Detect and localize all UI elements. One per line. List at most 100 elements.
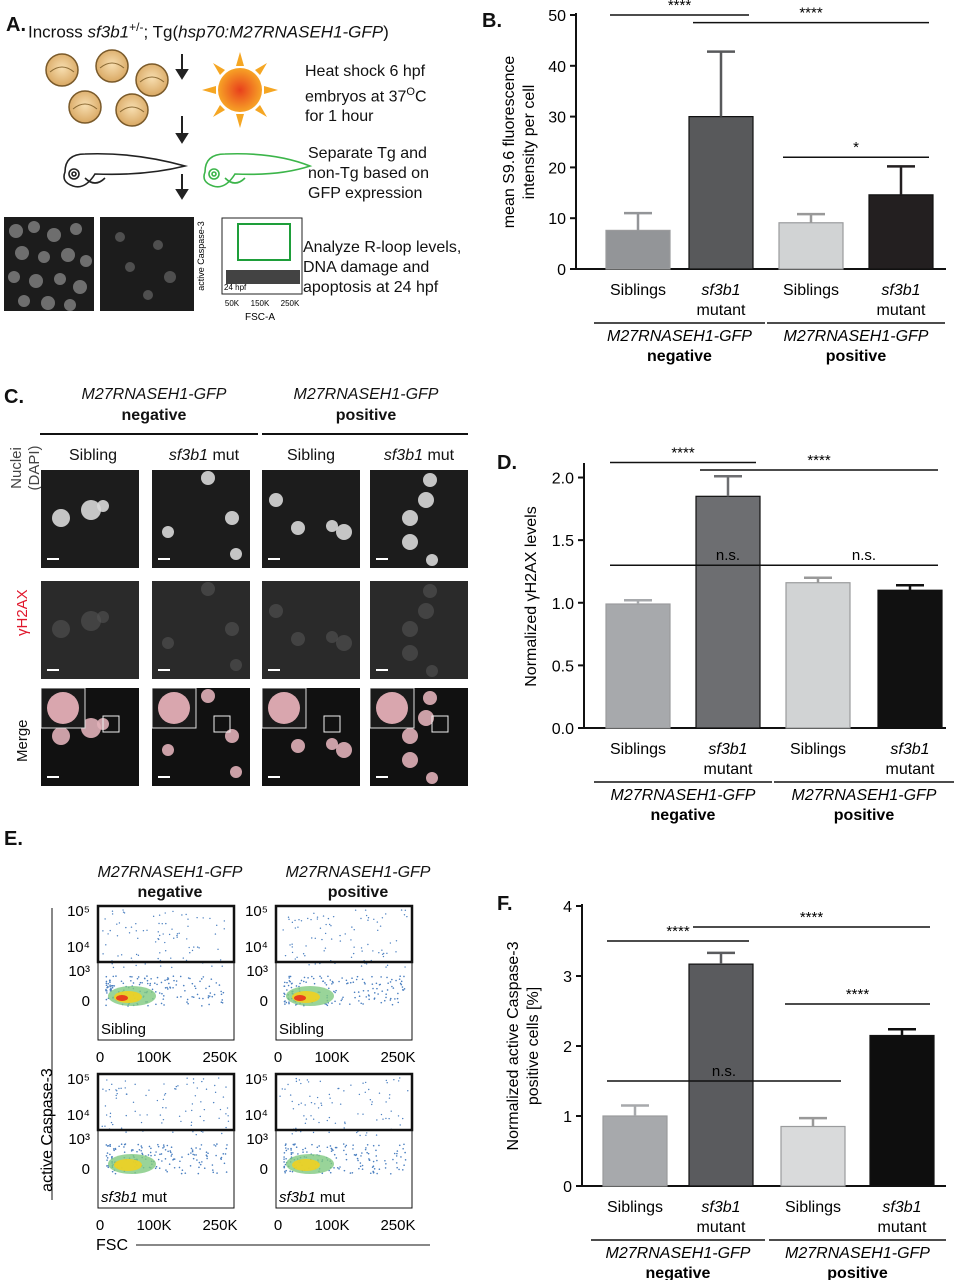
bar — [778, 222, 844, 270]
event-dot — [404, 909, 407, 911]
event-dot — [109, 1153, 111, 1156]
event-dot — [105, 984, 108, 987]
event-dot — [367, 943, 369, 946]
event-dot — [105, 975, 108, 978]
event-dot — [179, 1160, 181, 1163]
facs-y-tick: 10⁴ — [67, 1107, 90, 1124]
facs-y-tick: 10⁴ — [245, 939, 268, 956]
event-dot — [305, 1118, 308, 1120]
event-dot — [186, 1077, 188, 1079]
event-dot — [292, 1152, 294, 1154]
event-dot — [382, 1118, 384, 1120]
facs-plot-frame — [97, 905, 235, 1041]
event-dot — [291, 1100, 293, 1103]
event-dot — [299, 982, 301, 985]
event-dot — [206, 1157, 208, 1160]
event-dot — [199, 980, 201, 983]
event-dot — [216, 1143, 218, 1145]
facs-y-tick: 10⁴ — [67, 939, 90, 956]
facs-x-tick: 250K — [380, 1217, 415, 1234]
event-dot — [172, 986, 174, 989]
event-dot — [205, 1154, 208, 1156]
event-dot — [130, 979, 132, 982]
event-dot — [192, 1153, 194, 1156]
event-dot — [107, 985, 109, 988]
event-dot — [200, 1144, 203, 1146]
bar — [688, 115, 754, 270]
event-dot — [153, 982, 156, 984]
event-dot — [202, 917, 204, 919]
event-dot — [345, 1153, 347, 1156]
event-dot — [109, 1143, 111, 1146]
event-dot — [104, 918, 106, 920]
event-dot — [109, 981, 111, 984]
event-dot — [316, 1146, 319, 1149]
event-dot — [324, 947, 327, 949]
event-dot — [202, 976, 205, 978]
event-dot — [147, 1004, 149, 1007]
event-dot — [334, 991, 336, 994]
event-dot — [295, 1080, 298, 1083]
event-dot — [295, 1127, 297, 1130]
facs-x-tick: 250K — [202, 1217, 237, 1234]
density-peak — [116, 995, 128, 1001]
event-dot — [349, 981, 352, 984]
event-dot — [326, 1004, 329, 1007]
bar — [877, 589, 943, 729]
event-dot — [159, 1114, 162, 1116]
event-dot — [290, 1153, 293, 1156]
event-dot — [365, 996, 368, 998]
event-dot — [215, 982, 218, 984]
event-dot — [342, 996, 344, 999]
event-dot — [195, 1147, 197, 1149]
event-dot — [202, 1131, 204, 1133]
event-dot — [402, 1147, 404, 1150]
event-dot — [207, 996, 210, 999]
mini-facs-plot: active Caspase-3 24 hpf 50K 150K 250K FS… — [196, 217, 303, 323]
event-dot — [298, 919, 300, 921]
event-dot — [150, 1147, 152, 1150]
event-dot — [136, 1150, 138, 1153]
event-dot — [111, 1170, 114, 1173]
event-dot — [364, 1148, 367, 1151]
event-dot — [380, 1001, 383, 1004]
event-dot — [130, 926, 133, 928]
event-dot — [399, 1077, 401, 1079]
event-dot — [151, 988, 154, 991]
event-dot — [398, 1168, 400, 1171]
event-dot — [192, 1131, 194, 1133]
event-dot — [282, 929, 284, 931]
facs-y-tick: 10⁵ — [245, 903, 268, 920]
e-group-pos: positive — [327, 884, 389, 901]
event-dot — [291, 943, 293, 945]
event-dot — [284, 1147, 287, 1149]
c-col-sibling-pos: Sibling — [286, 447, 336, 464]
c-group-neg-gene: M27RNASEH1-GFP — [81, 386, 227, 403]
event-dot — [387, 982, 389, 984]
significance-label: **** — [807, 452, 831, 469]
event-dot — [105, 982, 108, 985]
event-dot — [157, 1158, 160, 1161]
event-dot — [339, 1166, 341, 1168]
caspase-gate — [274, 904, 414, 964]
event-dot — [109, 929, 111, 932]
facs-x-tick: 250K — [380, 1049, 415, 1066]
event-dot — [287, 916, 290, 918]
event-dot — [350, 1084, 352, 1086]
event-dot — [135, 930, 137, 932]
event-dot — [399, 982, 402, 985]
event-dot — [354, 996, 356, 999]
event-dot — [182, 957, 185, 959]
event-dot — [109, 1112, 112, 1115]
event-dot — [217, 948, 219, 951]
event-dot — [139, 1114, 141, 1116]
event-dot — [150, 1154, 152, 1157]
event-dot — [362, 1113, 364, 1115]
event-dot — [124, 1143, 127, 1145]
event-dot — [198, 997, 201, 1000]
event-dot — [283, 1156, 285, 1158]
event-dot — [226, 1144, 228, 1146]
y-tick-label: 0.0 — [552, 721, 574, 738]
event-dot — [283, 1166, 286, 1169]
event-dot — [166, 986, 168, 989]
